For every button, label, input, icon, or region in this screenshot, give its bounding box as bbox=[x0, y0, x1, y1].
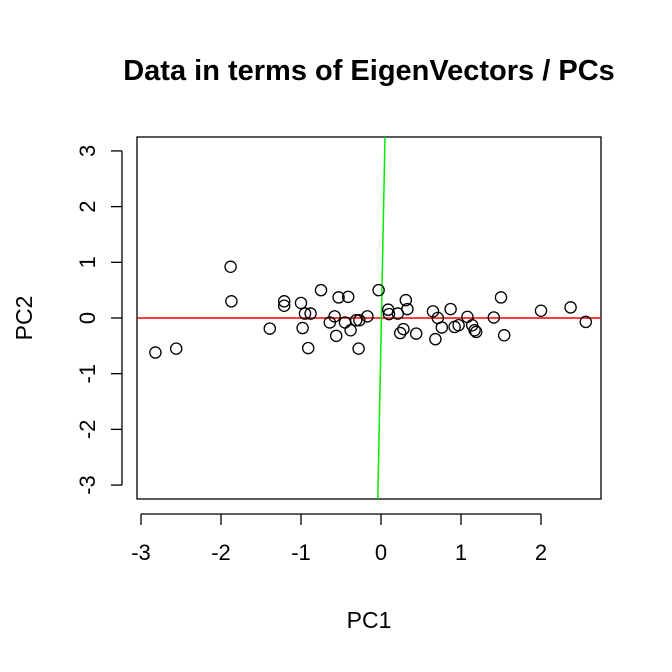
x-tick-label: 0 bbox=[375, 540, 387, 565]
data-point bbox=[169, 342, 183, 355]
y-tick-label: 1 bbox=[75, 256, 100, 268]
data-point bbox=[452, 318, 465, 332]
data-point bbox=[353, 313, 366, 327]
data-point bbox=[487, 311, 501, 324]
data-point bbox=[461, 310, 474, 324]
data-point bbox=[332, 291, 345, 304]
data-point bbox=[564, 301, 577, 314]
data-point bbox=[277, 295, 291, 308]
data-point bbox=[397, 322, 410, 336]
data-point bbox=[329, 329, 343, 343]
y-tick-label: 0 bbox=[75, 312, 100, 324]
data-point bbox=[401, 302, 414, 316]
x-tick-label: 1 bbox=[455, 540, 467, 565]
y-axis-label: PC2 bbox=[11, 296, 37, 341]
data-point bbox=[352, 342, 365, 355]
x-axis-label: PC1 bbox=[347, 607, 392, 633]
data-point bbox=[469, 325, 483, 339]
y-tick-label: -3 bbox=[75, 475, 100, 495]
x-tick-label: -1 bbox=[291, 540, 311, 565]
data-point bbox=[224, 260, 237, 274]
y-tick-label: -1 bbox=[75, 364, 100, 384]
data-point bbox=[534, 304, 548, 318]
data-point bbox=[301, 341, 315, 355]
data-point bbox=[409, 327, 423, 340]
data-point bbox=[298, 307, 312, 320]
x-tick-label: -2 bbox=[211, 540, 231, 565]
y-tick-label: 3 bbox=[75, 145, 100, 157]
data-point bbox=[435, 321, 449, 334]
y-tick-label: 2 bbox=[75, 200, 100, 212]
data-point bbox=[399, 293, 413, 307]
data-point bbox=[393, 326, 407, 340]
data-point bbox=[328, 310, 341, 323]
data-point bbox=[468, 324, 481, 337]
data-point bbox=[426, 305, 440, 318]
y-axis: -3 -2 -1 0 1 2 3 bbox=[75, 145, 123, 495]
data-points bbox=[149, 260, 593, 359]
data-point bbox=[579, 315, 593, 329]
data-point bbox=[429, 332, 442, 346]
data-point bbox=[444, 302, 457, 316]
data-point bbox=[296, 321, 309, 335]
data-point bbox=[382, 307, 396, 321]
x-tick-label: 2 bbox=[535, 540, 547, 565]
data-point bbox=[294, 296, 308, 310]
chart-title: Data in terms of EigenVectors / PCs bbox=[123, 55, 615, 87]
pc2-reference-line bbox=[377, 136, 386, 500]
data-point bbox=[361, 310, 374, 323]
x-tick-label: -3 bbox=[131, 540, 151, 565]
data-point bbox=[225, 295, 238, 308]
data-point bbox=[277, 299, 291, 312]
x-axis: -3 -2 -1 0 1 2 bbox=[131, 513, 547, 565]
data-point bbox=[372, 283, 385, 297]
data-point bbox=[263, 322, 277, 335]
data-point bbox=[149, 346, 162, 359]
data-point bbox=[349, 313, 363, 327]
data-point bbox=[344, 324, 357, 337]
data-point bbox=[494, 291, 508, 304]
y-tick-label: -2 bbox=[75, 420, 100, 440]
data-point bbox=[314, 283, 328, 297]
reference-lines bbox=[137, 136, 601, 500]
data-point bbox=[497, 329, 511, 342]
data-point bbox=[304, 307, 317, 320]
data-point bbox=[341, 290, 355, 304]
